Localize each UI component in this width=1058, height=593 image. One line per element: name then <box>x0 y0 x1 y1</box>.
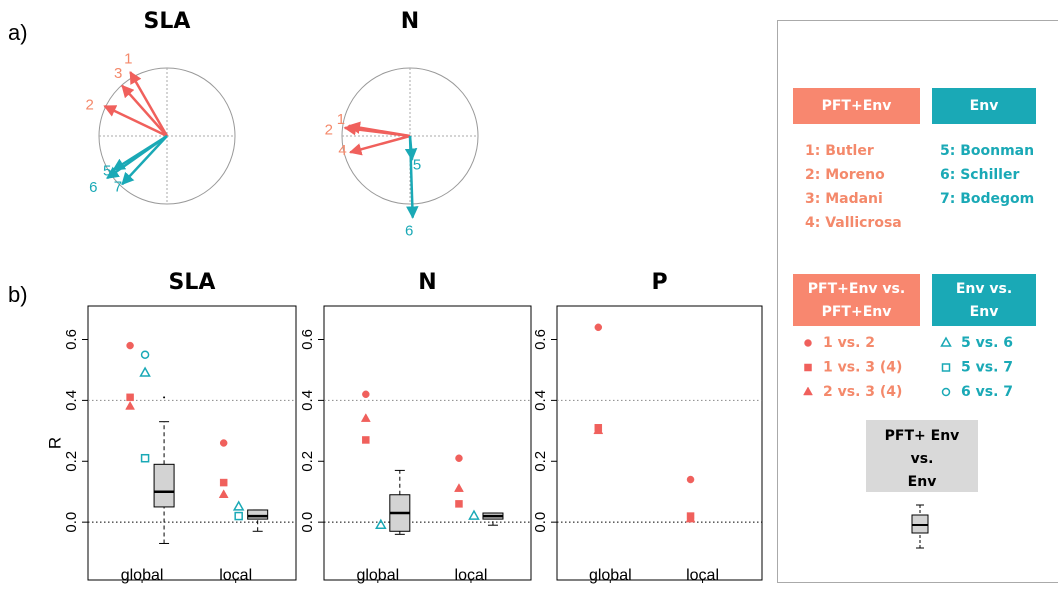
vector-label: 3 <box>114 65 122 82</box>
y-tick-label: 0.0 <box>63 512 80 533</box>
vector-label: 2 <box>325 122 333 139</box>
legend-marker <box>805 340 812 347</box>
legend-header: Env <box>970 98 999 114</box>
legend-entry: 5 vs. 7 <box>961 360 1013 376</box>
point <box>219 490 228 498</box>
legend-marker <box>943 364 950 371</box>
point <box>469 511 478 519</box>
legend-study: 6: Schiller <box>940 167 1019 183</box>
chart-title: P <box>651 270 667 295</box>
point <box>234 502 243 510</box>
panel-label: a) <box>8 20 28 45</box>
point <box>455 500 462 507</box>
vector-label: 1 <box>337 111 345 128</box>
point <box>455 455 462 462</box>
legend-study: 4: Vallicrosa <box>805 215 902 231</box>
plot-frame <box>88 306 296 580</box>
legend-entry: 5 vs. 6 <box>961 335 1013 351</box>
point <box>687 476 694 483</box>
y-tick-label: 0.2 <box>532 451 549 472</box>
legend-box-glyph <box>912 505 928 548</box>
vector <box>122 86 167 136</box>
point <box>361 414 370 422</box>
point <box>376 520 385 528</box>
legend-header: PFT+Env <box>822 304 892 320</box>
legend-header: PFT+ Env <box>885 428 960 444</box>
point <box>454 484 463 492</box>
legend-entry: 1 vs. 3 (4) <box>823 360 902 376</box>
legend-entry: 2 vs. 3 (4) <box>823 384 902 400</box>
y-tick-label: 0.6 <box>532 329 549 350</box>
legend-entry: 6 vs. 7 <box>961 384 1013 400</box>
point <box>595 324 602 331</box>
point <box>142 351 149 358</box>
plot-frame <box>557 306 762 580</box>
vector-label: 6 <box>89 179 97 196</box>
vector <box>350 136 410 152</box>
legend-study: 1: Butler <box>805 143 874 159</box>
legend-study: 2: Moreno <box>805 167 885 183</box>
point <box>362 391 369 398</box>
box <box>248 510 268 519</box>
legend-entry: 1 vs. 2 <box>823 335 875 351</box>
point <box>220 440 227 447</box>
legend-marker <box>943 389 950 396</box>
vector-label: 5 <box>413 157 421 174</box>
vector-label: 4 <box>338 142 346 159</box>
box <box>154 464 174 507</box>
point <box>235 513 242 520</box>
legend-header: vs. <box>911 451 934 467</box>
vector-label: 1 <box>124 50 132 67</box>
vector-label: 2 <box>85 97 93 114</box>
y-tick-label: 0.4 <box>532 390 549 411</box>
legend-marker <box>942 338 951 346</box>
legend-header: Env vs. <box>956 281 1012 297</box>
y-tick-label: 0.0 <box>299 512 316 533</box>
plot-frame <box>324 306 531 580</box>
legend-marker <box>804 387 813 395</box>
panel-label: b) <box>8 282 28 307</box>
legend-header: Env <box>970 304 999 320</box>
y-tick-label: 0.2 <box>63 451 80 472</box>
point <box>362 436 369 443</box>
vector <box>345 128 410 136</box>
vector-label: 6 <box>405 223 413 240</box>
legend-study: 3: Madani <box>805 191 883 207</box>
legend-header: PFT+Env vs. <box>808 281 905 297</box>
point <box>220 479 227 486</box>
chart-title: SLA <box>144 9 191 34</box>
legend-header: Env <box>908 474 937 490</box>
point <box>127 394 134 401</box>
y-tick-label: 0.0 <box>532 512 549 533</box>
point <box>142 455 149 462</box>
y-tick-label: 0.6 <box>63 329 80 350</box>
point <box>126 401 135 409</box>
legend-study: 5: Boonman <box>940 143 1034 159</box>
point <box>127 342 134 349</box>
vector <box>107 136 167 178</box>
chart-title: SLA <box>169 270 216 295</box>
point <box>141 368 150 376</box>
chart-title: N <box>418 270 436 295</box>
vector-label: 7 <box>114 179 122 196</box>
legend-study: 7: Bodegom <box>940 191 1034 207</box>
vector <box>410 136 413 218</box>
y-tick-label: 0.4 <box>299 390 316 411</box>
chart-title: N <box>401 9 419 34</box>
y-tick-label: 0.2 <box>299 451 316 472</box>
y-tick-label: 0.4 <box>63 390 80 411</box>
legend-marker <box>805 364 812 371</box>
y-tick-label: 0.6 <box>299 329 316 350</box>
y-axis-label: R <box>45 437 64 449</box>
outlier <box>163 396 165 398</box>
legend-header: PFT+Env <box>822 98 892 114</box>
